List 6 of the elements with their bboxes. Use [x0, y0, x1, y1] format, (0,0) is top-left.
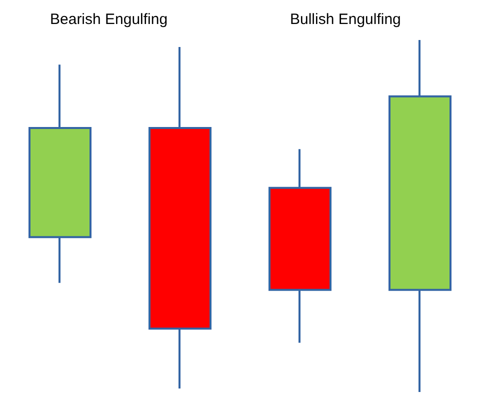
text: Bearish Engulfing	[50, 11, 168, 28]
candlestick	[388, 39, 452, 393]
candlestick	[268, 148, 332, 344]
candlestick	[28, 64, 92, 284]
text: Bullish Engulfing	[290, 11, 401, 28]
candlestick	[148, 46, 212, 390]
